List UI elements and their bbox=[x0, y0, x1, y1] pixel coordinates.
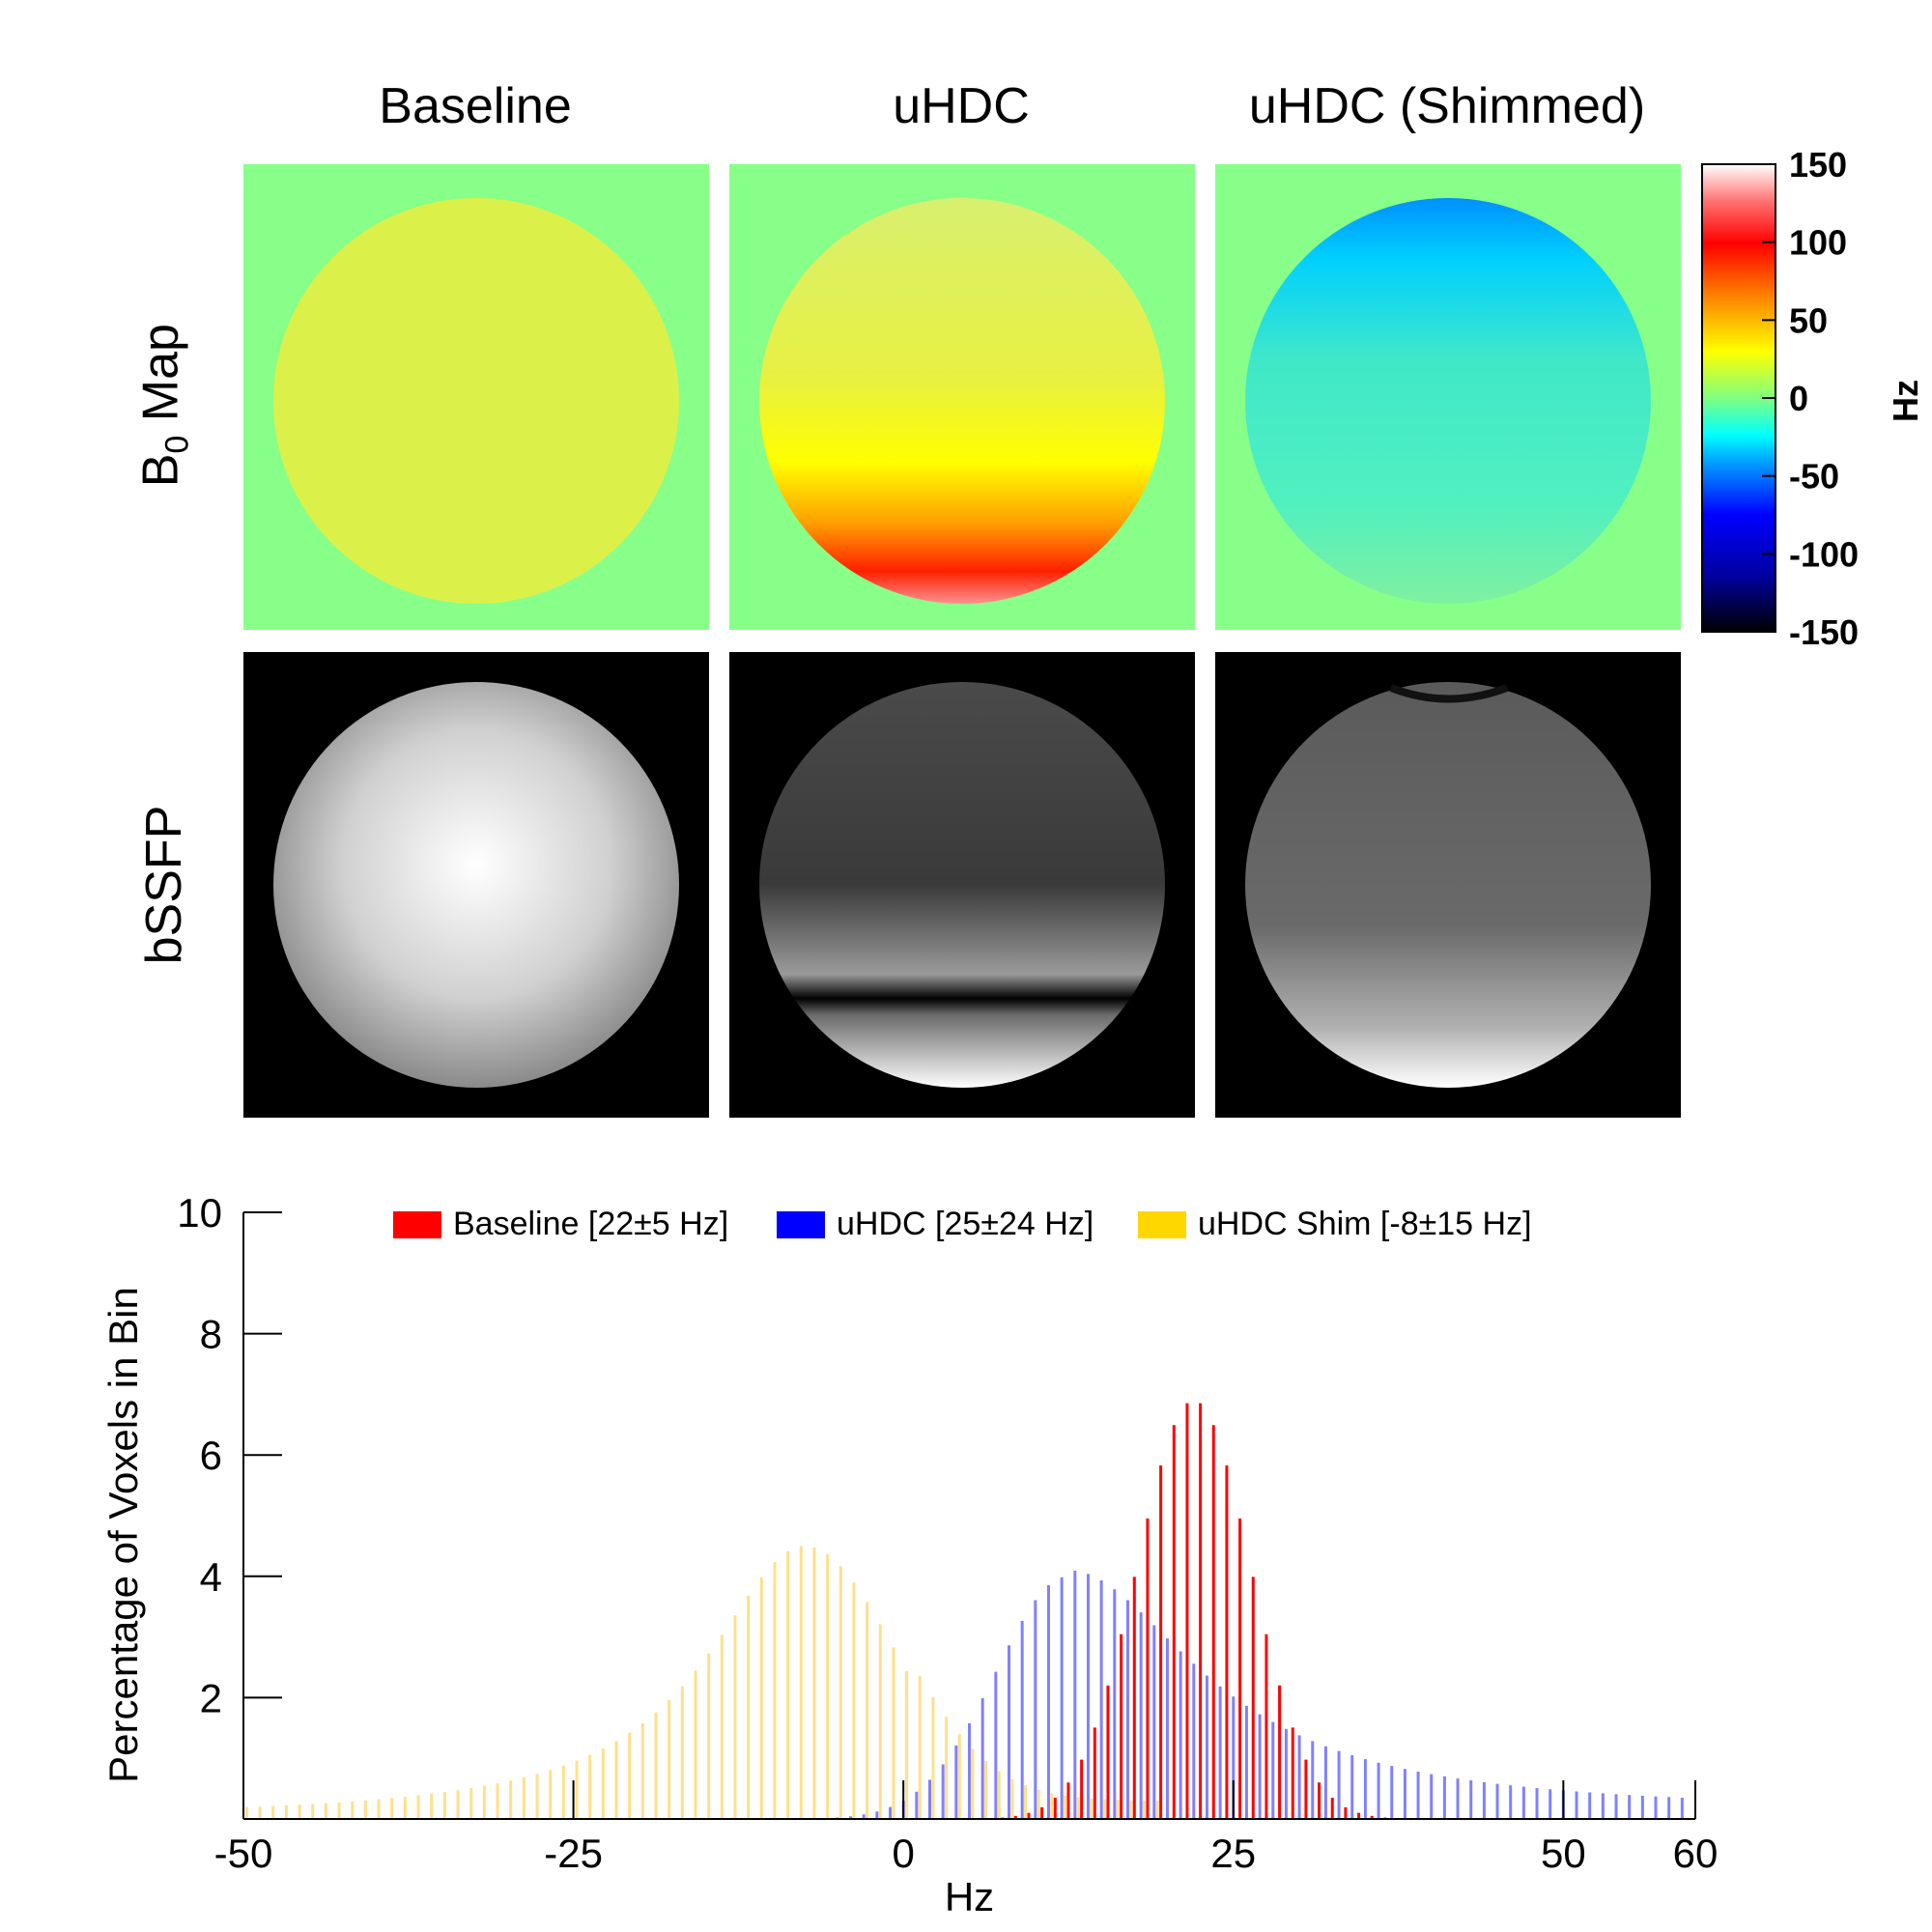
b0-map-baseline-disc bbox=[273, 198, 679, 604]
bssfp-shimmed-disc bbox=[1245, 682, 1651, 1088]
legend-swatch-baseline bbox=[393, 1210, 441, 1238]
legend-swatch-uhdc bbox=[777, 1210, 825, 1238]
x-axis-label: Hz bbox=[945, 1874, 994, 1919]
x-tick-label: 0 bbox=[893, 1831, 915, 1876]
y-tick-label: 2 bbox=[200, 1675, 222, 1720]
legend-item-baseline: Baseline [22±5 Hz] bbox=[393, 1206, 728, 1243]
legend-label-uhdc: uHDC [25±24 Hz] bbox=[837, 1206, 1094, 1242]
histogram-chart: -50 -25 0 25 50 60 2 4 6 8 10 Hz Percentage of Voxel… bbox=[100, 1190, 1718, 1919]
bssfp-uhdc-disc bbox=[759, 682, 1165, 1088]
colorbar-tick-label: 50 bbox=[1789, 300, 1828, 340]
y-tick-label: 8 bbox=[200, 1312, 222, 1357]
bssfp-shimmed-band bbox=[1389, 684, 1509, 703]
x-tick-label: 60 bbox=[1673, 1831, 1719, 1876]
colorbar-tick-label: 100 bbox=[1789, 223, 1847, 263]
x-tick-label: 50 bbox=[1541, 1831, 1586, 1876]
b0-map-uhdc-disc bbox=[759, 198, 1165, 604]
legend-item-uhdc: uHDC [25±24 Hz] bbox=[777, 1206, 1094, 1243]
y-axis-label: Percentage of Voxels in Bin bbox=[100, 1287, 146, 1783]
y-tick-label: 10 bbox=[177, 1190, 222, 1236]
legend-label-baseline: Baseline [22±5 Hz] bbox=[453, 1206, 729, 1242]
x-tick-label: 25 bbox=[1210, 1831, 1256, 1876]
colorbar-tick-label: -50 bbox=[1789, 457, 1839, 497]
legend-swatch-uhdc-shim bbox=[1138, 1210, 1186, 1238]
y-tick-label: 6 bbox=[200, 1433, 222, 1478]
colorbar-tick-label: -100 bbox=[1789, 534, 1859, 574]
column-title-uhdc: uHDC bbox=[893, 78, 1030, 134]
colorbar-label: Hz bbox=[1886, 380, 1925, 422]
b0-map-shimmed-disc bbox=[1245, 198, 1651, 604]
x-tick-label: -50 bbox=[214, 1831, 273, 1876]
legend-label-uhdc-shim: uHDC Shim [-8±15 Hz] bbox=[1198, 1206, 1532, 1242]
column-title-uhdc-shimmed: uHDC (Shimmed) bbox=[1248, 78, 1646, 134]
colorbar-tick-label: 150 bbox=[1789, 145, 1847, 185]
x-tick-label: -25 bbox=[544, 1831, 603, 1876]
colorbar-tick-label: 0 bbox=[1789, 379, 1808, 418]
y-tick-label: 4 bbox=[200, 1554, 222, 1600]
column-title-baseline: Baseline bbox=[379, 78, 572, 134]
colorbar-tick-label: -150 bbox=[1789, 612, 1859, 652]
bssfp-baseline-disc bbox=[273, 682, 679, 1088]
colorbar-ticks: 150 100 50 0 -50 -100 -150 bbox=[1762, 145, 1859, 652]
legend-item-uhdc-shim: uHDC Shim [-8±15 Hz] bbox=[1138, 1206, 1532, 1243]
